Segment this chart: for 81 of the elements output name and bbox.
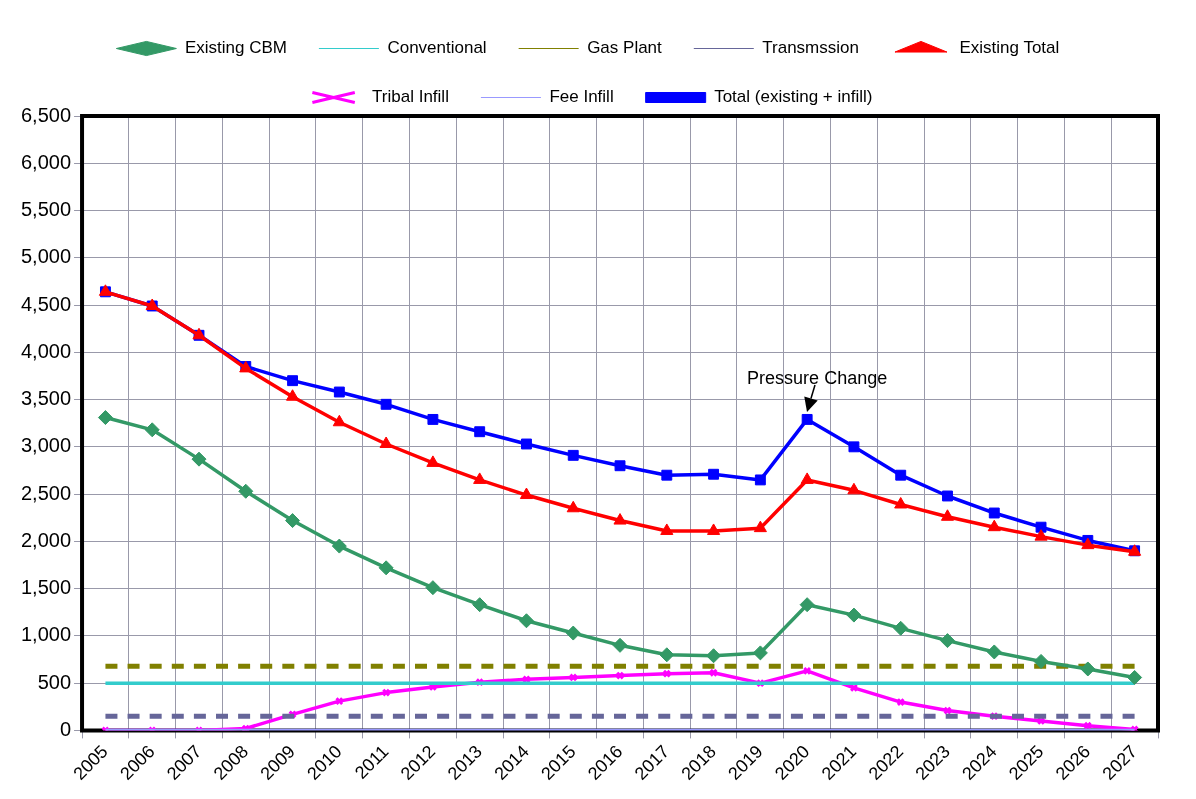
y-tick-label: 3,000: [20, 434, 72, 457]
y-tick-label: 6,000: [20, 150, 72, 173]
point: [427, 413, 439, 425]
point: [518, 613, 534, 629]
y-tick-label: 3,500: [20, 387, 72, 410]
point: [893, 620, 909, 636]
y-tick-label: 2,500: [20, 481, 72, 504]
point: [614, 460, 626, 472]
point: [1034, 529, 1048, 541]
point: [474, 426, 486, 438]
y-tick-label: 2,000: [20, 528, 72, 551]
point: [144, 422, 160, 438]
legend-label: Existing CBM: [184, 38, 287, 58]
point: [986, 644, 1002, 660]
point: [567, 449, 579, 461]
point: [287, 375, 299, 387]
point: [660, 523, 674, 535]
point: [988, 507, 1000, 519]
point: [332, 414, 346, 427]
point: [333, 386, 345, 398]
point: [752, 645, 768, 661]
point: [754, 474, 766, 486]
point: [753, 520, 767, 533]
legend-label: Existing Total: [959, 38, 1060, 58]
legend-label: Tribal Infill: [372, 87, 449, 107]
point: [708, 468, 720, 480]
point: [285, 513, 301, 529]
point: [566, 500, 580, 513]
legend-label: Gas Plant: [587, 38, 663, 58]
point: [846, 607, 862, 623]
y-tick-label: 500: [37, 670, 72, 693]
legend-label: Transmssion: [762, 38, 859, 58]
legend-label: Total (existing + infill): [714, 87, 873, 107]
point: [848, 441, 860, 453]
point: [895, 469, 907, 481]
legend-label: Fee Infill: [549, 87, 614, 107]
legend-label: Conventional: [387, 38, 487, 58]
point: [472, 597, 488, 613]
point: [612, 637, 628, 653]
point: [987, 519, 1001, 532]
y-tick-label: 4,000: [20, 339, 72, 362]
point: [1127, 669, 1143, 685]
y-tick-label: 0: [59, 717, 72, 740]
point: [894, 497, 908, 509]
point: [1080, 661, 1096, 677]
point: [379, 436, 393, 448]
point: [519, 487, 534, 500]
point: [565, 625, 581, 641]
point: [1035, 521, 1047, 533]
y-tick-label: 1,500: [20, 576, 72, 599]
point: [426, 455, 440, 467]
point: [1033, 653, 1049, 669]
point: [425, 580, 441, 596]
point: [97, 410, 113, 426]
point: [473, 472, 487, 484]
y-tick-label: 1,000: [20, 623, 72, 646]
y-tick-label: 4,500: [20, 292, 72, 315]
point: [661, 469, 673, 481]
point: [801, 413, 813, 425]
point: [799, 597, 815, 613]
point: [380, 398, 392, 410]
y-tick-label: 5,500: [20, 198, 72, 221]
point: [707, 523, 721, 535]
point: [191, 451, 207, 467]
point: [1081, 537, 1095, 550]
y-tick-label: 6,500: [20, 103, 72, 126]
point: [521, 438, 532, 450]
annotation: Pressure Change: [747, 368, 888, 389]
point: [613, 513, 627, 525]
point: [939, 633, 955, 649]
point: [331, 538, 347, 554]
point: [286, 389, 300, 401]
point: [659, 647, 675, 663]
point: [800, 472, 814, 484]
y-tick-label: 5,000: [20, 245, 72, 268]
point: [706, 648, 722, 664]
point: [847, 482, 861, 495]
point: [238, 483, 254, 499]
point: [942, 490, 953, 502]
point: [378, 560, 394, 576]
point: [940, 509, 955, 521]
